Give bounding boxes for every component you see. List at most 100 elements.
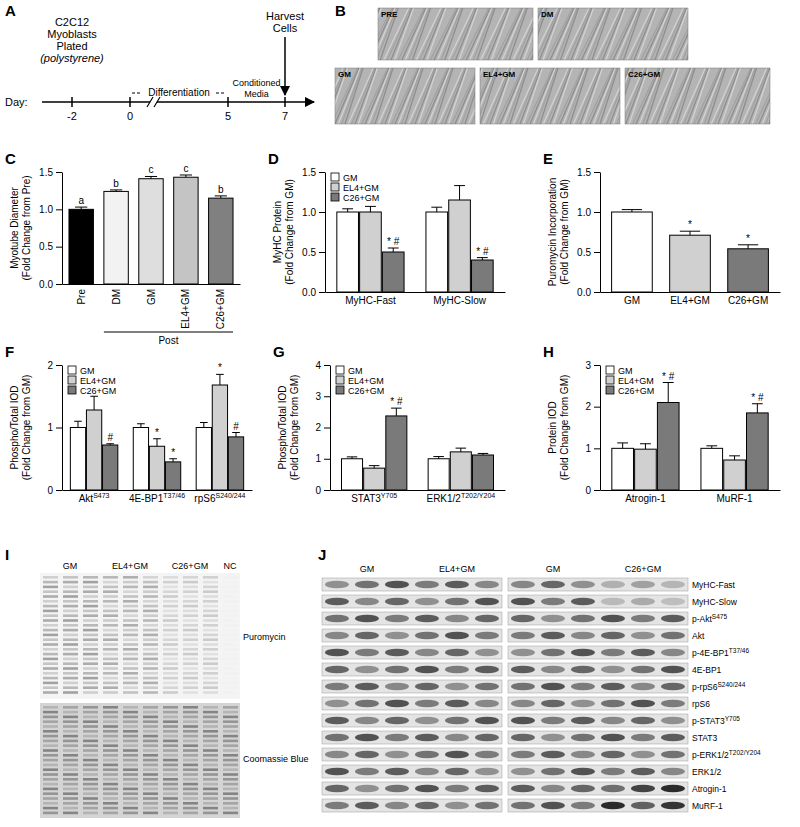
blot-band [223,812,238,815]
x-tick: EL4+GM [180,289,191,329]
blot-band [43,711,58,714]
blot-band [83,677,98,680]
blot-band [143,677,158,680]
blot-band [355,785,379,793]
blot-band [143,634,158,637]
blot-band [183,605,198,608]
blot-band [661,615,685,623]
blot-band [223,773,238,776]
blot-band [103,600,118,603]
blot-band [103,576,118,579]
day-number: 7 [282,110,288,122]
blot-strip [322,629,502,642]
blot-label: Puromycin [243,632,286,642]
panel-label: H [543,343,554,360]
blot-strip [322,748,502,761]
blot-band [143,576,158,579]
blot-band [183,812,198,815]
blot-band [541,734,565,742]
bar [196,428,211,491]
plot-texts: * # [390,396,403,407]
blot-band [661,581,685,589]
y-axis: 01234 [315,360,330,496]
category-superscript: T202/Y204 [461,492,495,499]
blot-band [63,768,78,771]
blot-band [123,754,138,757]
legend-swatch [336,376,344,384]
blot-band [445,615,469,623]
error-bar-stem [622,443,623,448]
x-tick-label: ERK1/2T202/Y204 [426,492,495,504]
legend-label: GM [80,366,95,376]
blot-band [103,677,118,680]
blot-band [163,792,178,795]
y-axis-title-line: (Fold Change from Pre) [21,175,32,280]
y-tick-label: 2 [585,401,591,412]
blot-band [123,605,138,608]
row-label-superscript: Y705 [725,715,741,722]
x-axis: MyHC-FastMyHC-Slow [326,293,506,307]
y-axis-line [325,173,326,293]
blot-band [63,610,78,613]
bar [228,437,243,490]
category-text: 4E-BP1 [129,493,164,504]
category-text: MuRF-1 [716,493,753,504]
blot-band [83,614,98,617]
y-axis-title-line: MyHC Protein [272,201,283,263]
y-axis-title-line: (Fold Change from GM) [289,375,300,481]
blot-band [223,605,238,608]
y-axis-title-line: (Fold Change from GM) [559,179,570,285]
blot-band [143,764,158,767]
blot-band [63,744,78,747]
blot-band [123,672,138,675]
group-label: Post [158,335,178,346]
blot-band [541,615,565,623]
blot-strip [508,646,688,659]
x-axis: GMEL4+GMC26+GM [601,293,781,307]
day-number: -2 [67,110,77,122]
blot-band [541,598,565,606]
category-text: C26+GM [215,289,226,329]
legend-swatch [336,366,344,374]
error-bar [169,459,177,462]
panel-label: B [335,2,346,19]
blot-band [103,672,118,675]
blot-band [203,740,218,743]
blot-band [143,691,158,694]
blot-band [511,802,535,810]
x-tick-label: STAT3Y705 [351,492,397,504]
blot-band [661,734,685,742]
blot-band [103,797,118,800]
blot-band [63,634,78,637]
blot-band [223,624,238,627]
row-label-superscript: T37/46 [729,647,750,654]
y-tick-mark [56,209,62,210]
blot-band [163,658,178,661]
blot-band [83,638,98,641]
y-tick-mark [324,428,330,429]
blot-band [103,686,118,689]
blot-band [631,751,655,759]
blot-band [83,706,98,709]
error-bar [342,209,353,212]
blot-band [63,581,78,584]
blot-band [143,725,158,728]
y-tick: 2 [585,401,600,412]
blot-band [183,773,198,776]
micrograph-texture [527,8,533,60]
bar [386,416,407,490]
bar [450,452,471,490]
blot-band [203,759,218,762]
blot-band [223,740,238,743]
blot-band [123,653,138,656]
blot-band [43,788,58,791]
blot-band [183,807,198,810]
error-bar-stem [236,433,237,437]
significance-label: * [746,233,750,244]
blot-band [661,802,685,810]
blot-band [325,615,349,623]
blot-band [203,653,218,656]
blot-band [163,600,178,603]
blot-band [661,785,685,793]
blot-band [445,581,469,589]
